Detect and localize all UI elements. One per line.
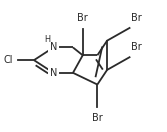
Text: Br: Br [130,13,141,23]
Text: Br: Br [92,113,103,123]
Text: Cl: Cl [3,55,13,65]
Text: Br: Br [130,42,141,52]
Text: H: H [45,35,51,44]
Text: N: N [50,43,57,53]
Text: N: N [50,68,57,78]
Text: Br: Br [77,13,88,23]
